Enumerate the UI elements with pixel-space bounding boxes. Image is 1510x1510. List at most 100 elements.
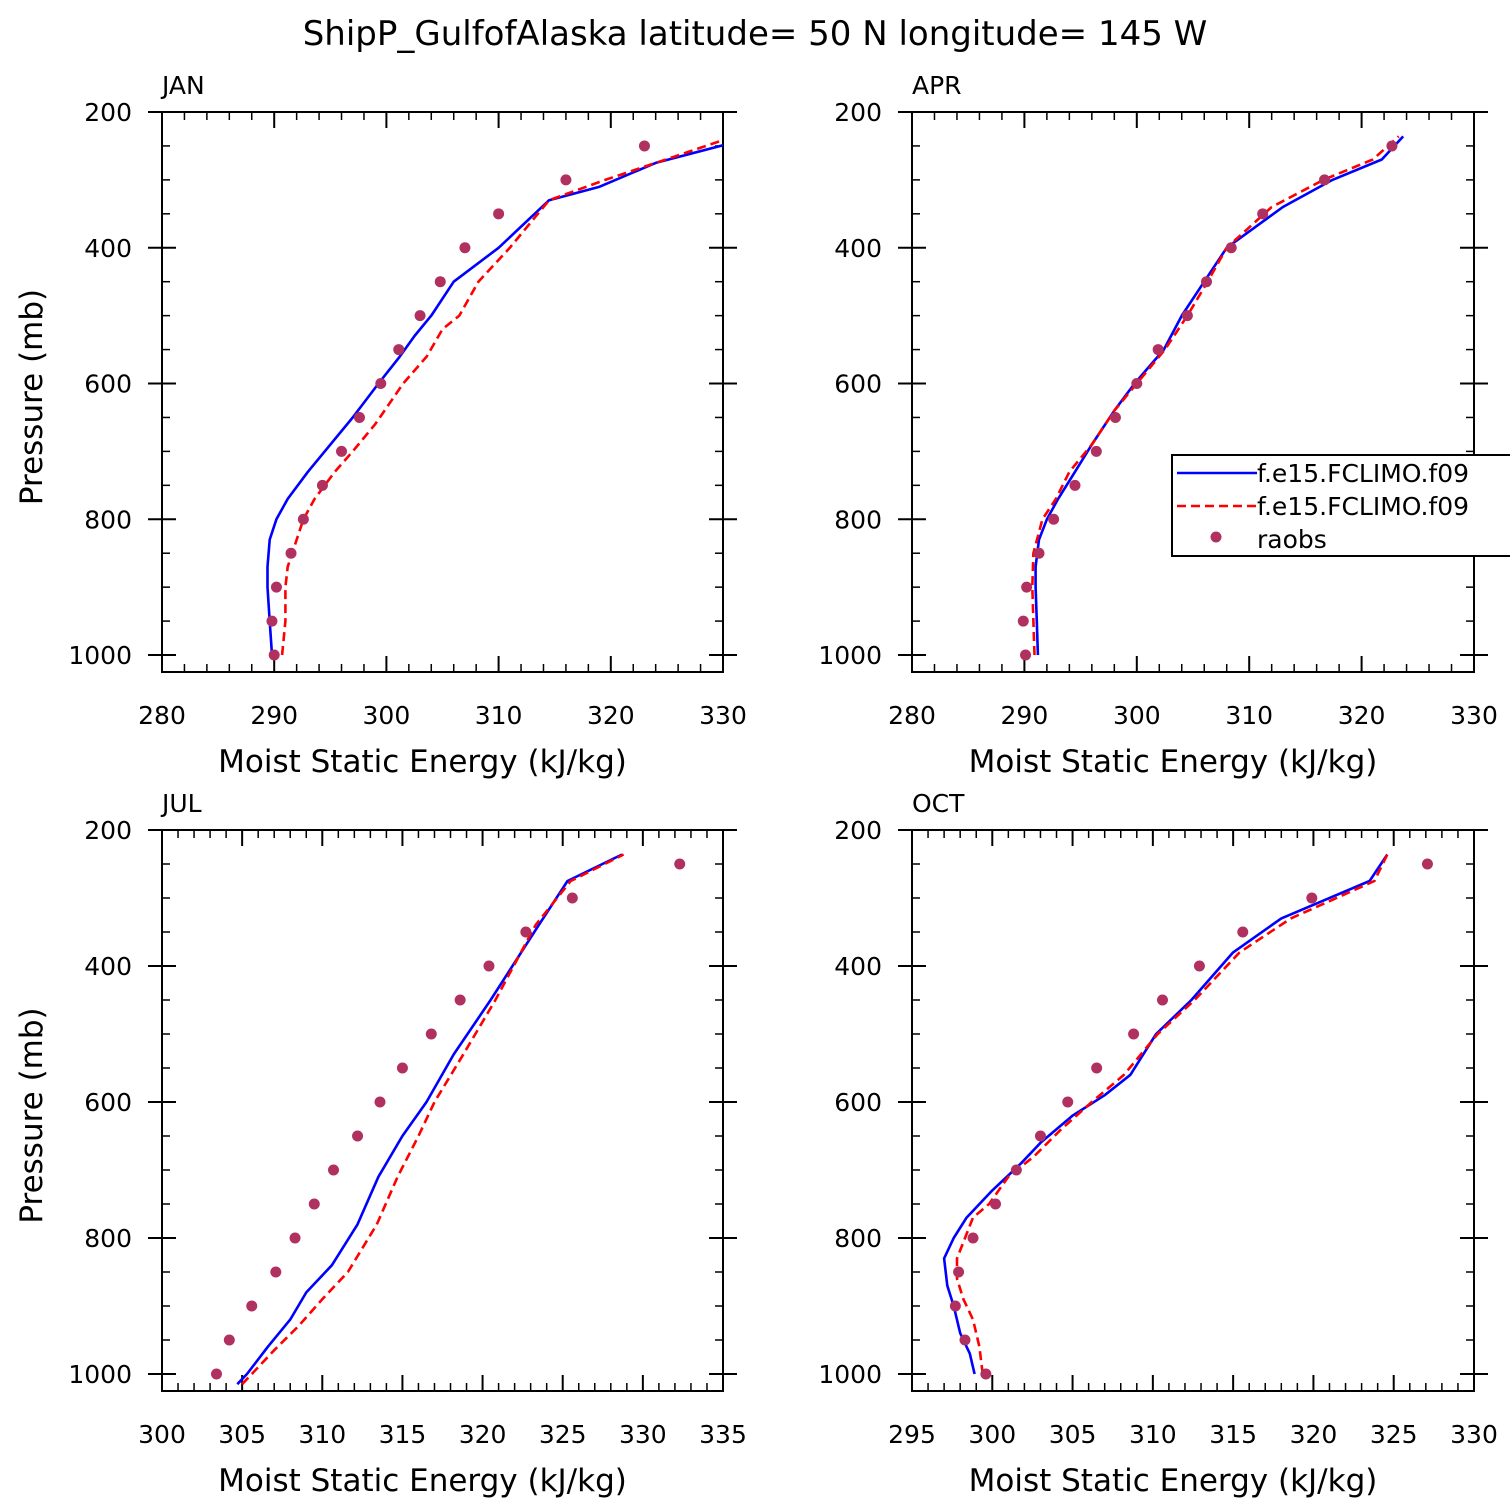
x-axis-label: Moist Static Energy (kJ/kg) (218, 744, 627, 780)
raobs-point (520, 926, 532, 938)
legend-label: f.e15.FCLIMO.f09 (1257, 459, 1469, 488)
x-tick-label: 335 (699, 1420, 747, 1449)
raobs-point (328, 1164, 340, 1176)
y-tick-label: 800 (84, 1224, 132, 1253)
x-tick-label: 300 (968, 1420, 1016, 1449)
raobs-point (352, 1130, 364, 1142)
raobs-point (1156, 994, 1168, 1006)
panel-label: OCT (912, 789, 965, 818)
y-tick-label: 400 (834, 234, 882, 263)
plot-data (210, 853, 686, 1386)
raobs-point (493, 208, 505, 220)
x-tick-label: 280 (138, 701, 186, 730)
y-tick-label: 600 (84, 370, 132, 399)
raobs-point (1181, 310, 1193, 322)
x-tick-label: 280 (888, 701, 936, 730)
plot-frame (161, 829, 724, 1392)
x-tick-label: 320 (1290, 1420, 1338, 1449)
raobs-point (989, 1198, 1001, 1210)
raobs-point (1237, 926, 1249, 938)
raobs-point (270, 1266, 282, 1278)
panel-oct: OCT 295 300 305 310 315 320 325 330 200 400 600 800 1… (818, 789, 1497, 1499)
x-tick-label: 330 (699, 701, 747, 730)
raobs-point (393, 344, 405, 356)
x-tick-label: 305 (218, 1420, 266, 1449)
raobs-point (1193, 960, 1205, 972)
raobs-point (949, 1300, 961, 1312)
raobs-point (953, 1266, 965, 1278)
y-tick-label: 400 (84, 234, 132, 263)
raobs-point (638, 140, 650, 152)
x-tick-label: 290 (250, 701, 298, 730)
raobs-point (1131, 378, 1143, 390)
y-axis-label: Pressure (mb) (14, 289, 50, 505)
plot-data (266, 138, 723, 661)
raobs-point (1306, 892, 1318, 904)
x-tick-label: 325 (1370, 1420, 1418, 1449)
raobs-point (210, 1368, 222, 1380)
raobs-point (1048, 513, 1060, 525)
figure-title: ShipP_GulfofAlaska latitude= 50 N longit… (303, 14, 1208, 54)
y-tick-label: 600 (834, 370, 882, 399)
x-tick-label: 315 (1209, 1420, 1257, 1449)
raobs-point (459, 242, 471, 254)
y-tick-label: 1000 (818, 1360, 882, 1389)
y-tick-label: 800 (834, 1224, 882, 1253)
raobs-point (289, 1232, 301, 1244)
plot-data (1017, 135, 1405, 661)
panel-label: APR (912, 71, 962, 100)
raobs-point (425, 1028, 437, 1040)
raobs-point (414, 310, 426, 322)
raobs-point (980, 1368, 992, 1380)
raobs-point (1069, 479, 1081, 491)
raobs-point (1152, 344, 1164, 356)
raobs-point (1090, 445, 1102, 457)
raobs-point (316, 479, 328, 491)
y-tick-label: 1000 (68, 641, 132, 670)
plot-frame (911, 111, 1475, 673)
plot-data (942, 853, 1433, 1380)
raobs-point (967, 1232, 979, 1244)
y-tick-label: 200 (84, 98, 132, 127)
y-tick-label: 200 (84, 816, 132, 845)
y-tick-label: 400 (834, 952, 882, 981)
raobs-point (1225, 242, 1237, 254)
raobs-point (1062, 1096, 1074, 1108)
legend: f.e15.FCLIMO.f09 f.e15.FCLIMO.f09 raobs (1171, 454, 1510, 557)
x-tick-label: 295 (888, 1420, 936, 1449)
plot-frame (161, 111, 724, 673)
series-line-dashed (280, 138, 723, 656)
raobs-point (959, 1334, 971, 1346)
x-tick-label: 330 (1450, 701, 1498, 730)
raobs-point (1421, 858, 1433, 870)
y-tick-label: 400 (84, 952, 132, 981)
raobs-point (1034, 1130, 1046, 1142)
raobs-point (1020, 649, 1032, 661)
raobs-point (674, 858, 686, 870)
raobs-point (1200, 276, 1212, 288)
y-tick-label: 200 (834, 98, 882, 127)
raobs-point (375, 378, 387, 390)
x-tick-label: 310 (1225, 701, 1273, 730)
y-tick-label: 800 (834, 505, 882, 534)
x-tick-label: 325 (539, 1420, 587, 1449)
y-tick-label: 600 (834, 1088, 882, 1117)
series-line-dashed (241, 853, 625, 1386)
legend-marker (1210, 531, 1222, 543)
raobs-point (353, 411, 365, 423)
y-tick-label: 1000 (818, 641, 882, 670)
raobs-point (560, 174, 572, 186)
raobs-point (1017, 615, 1029, 627)
plot-frame (911, 829, 1475, 1392)
raobs-point (308, 1198, 320, 1210)
x-tick-label: 310 (1129, 1420, 1177, 1449)
raobs-point (266, 615, 278, 627)
raobs-point (1128, 1028, 1140, 1040)
raobs-point (297, 513, 309, 525)
y-tick-label: 1000 (68, 1360, 132, 1389)
raobs-point (268, 649, 280, 661)
panel-jan: JAN 280 290 300 310 320 330 200 400 600 800 1000 Moi… (14, 71, 747, 780)
y-tick-label: 800 (84, 505, 132, 534)
